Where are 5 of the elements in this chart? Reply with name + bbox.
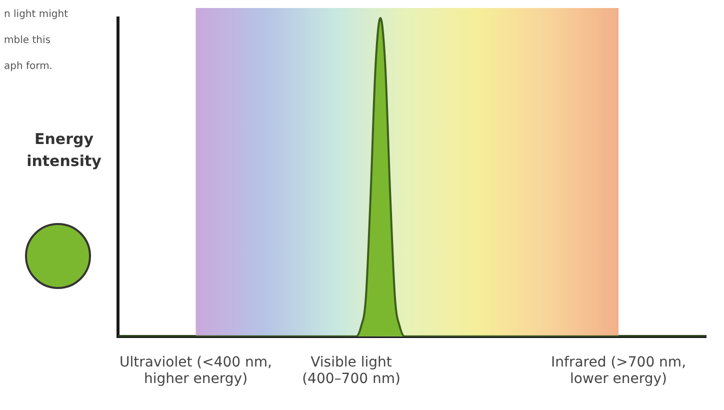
- x-tick-label: Ultraviolet (<400 nm, higher energy): [120, 354, 272, 388]
- x-tick-label: Visible light (400–700 nm): [302, 354, 400, 388]
- x-tick-label: Infrared (>700 nm, lower energy): [551, 354, 686, 388]
- text: n light might mble this aph form.: [4, 9, 68, 72]
- y-axis-title: Energy intensity: [26, 129, 102, 172]
